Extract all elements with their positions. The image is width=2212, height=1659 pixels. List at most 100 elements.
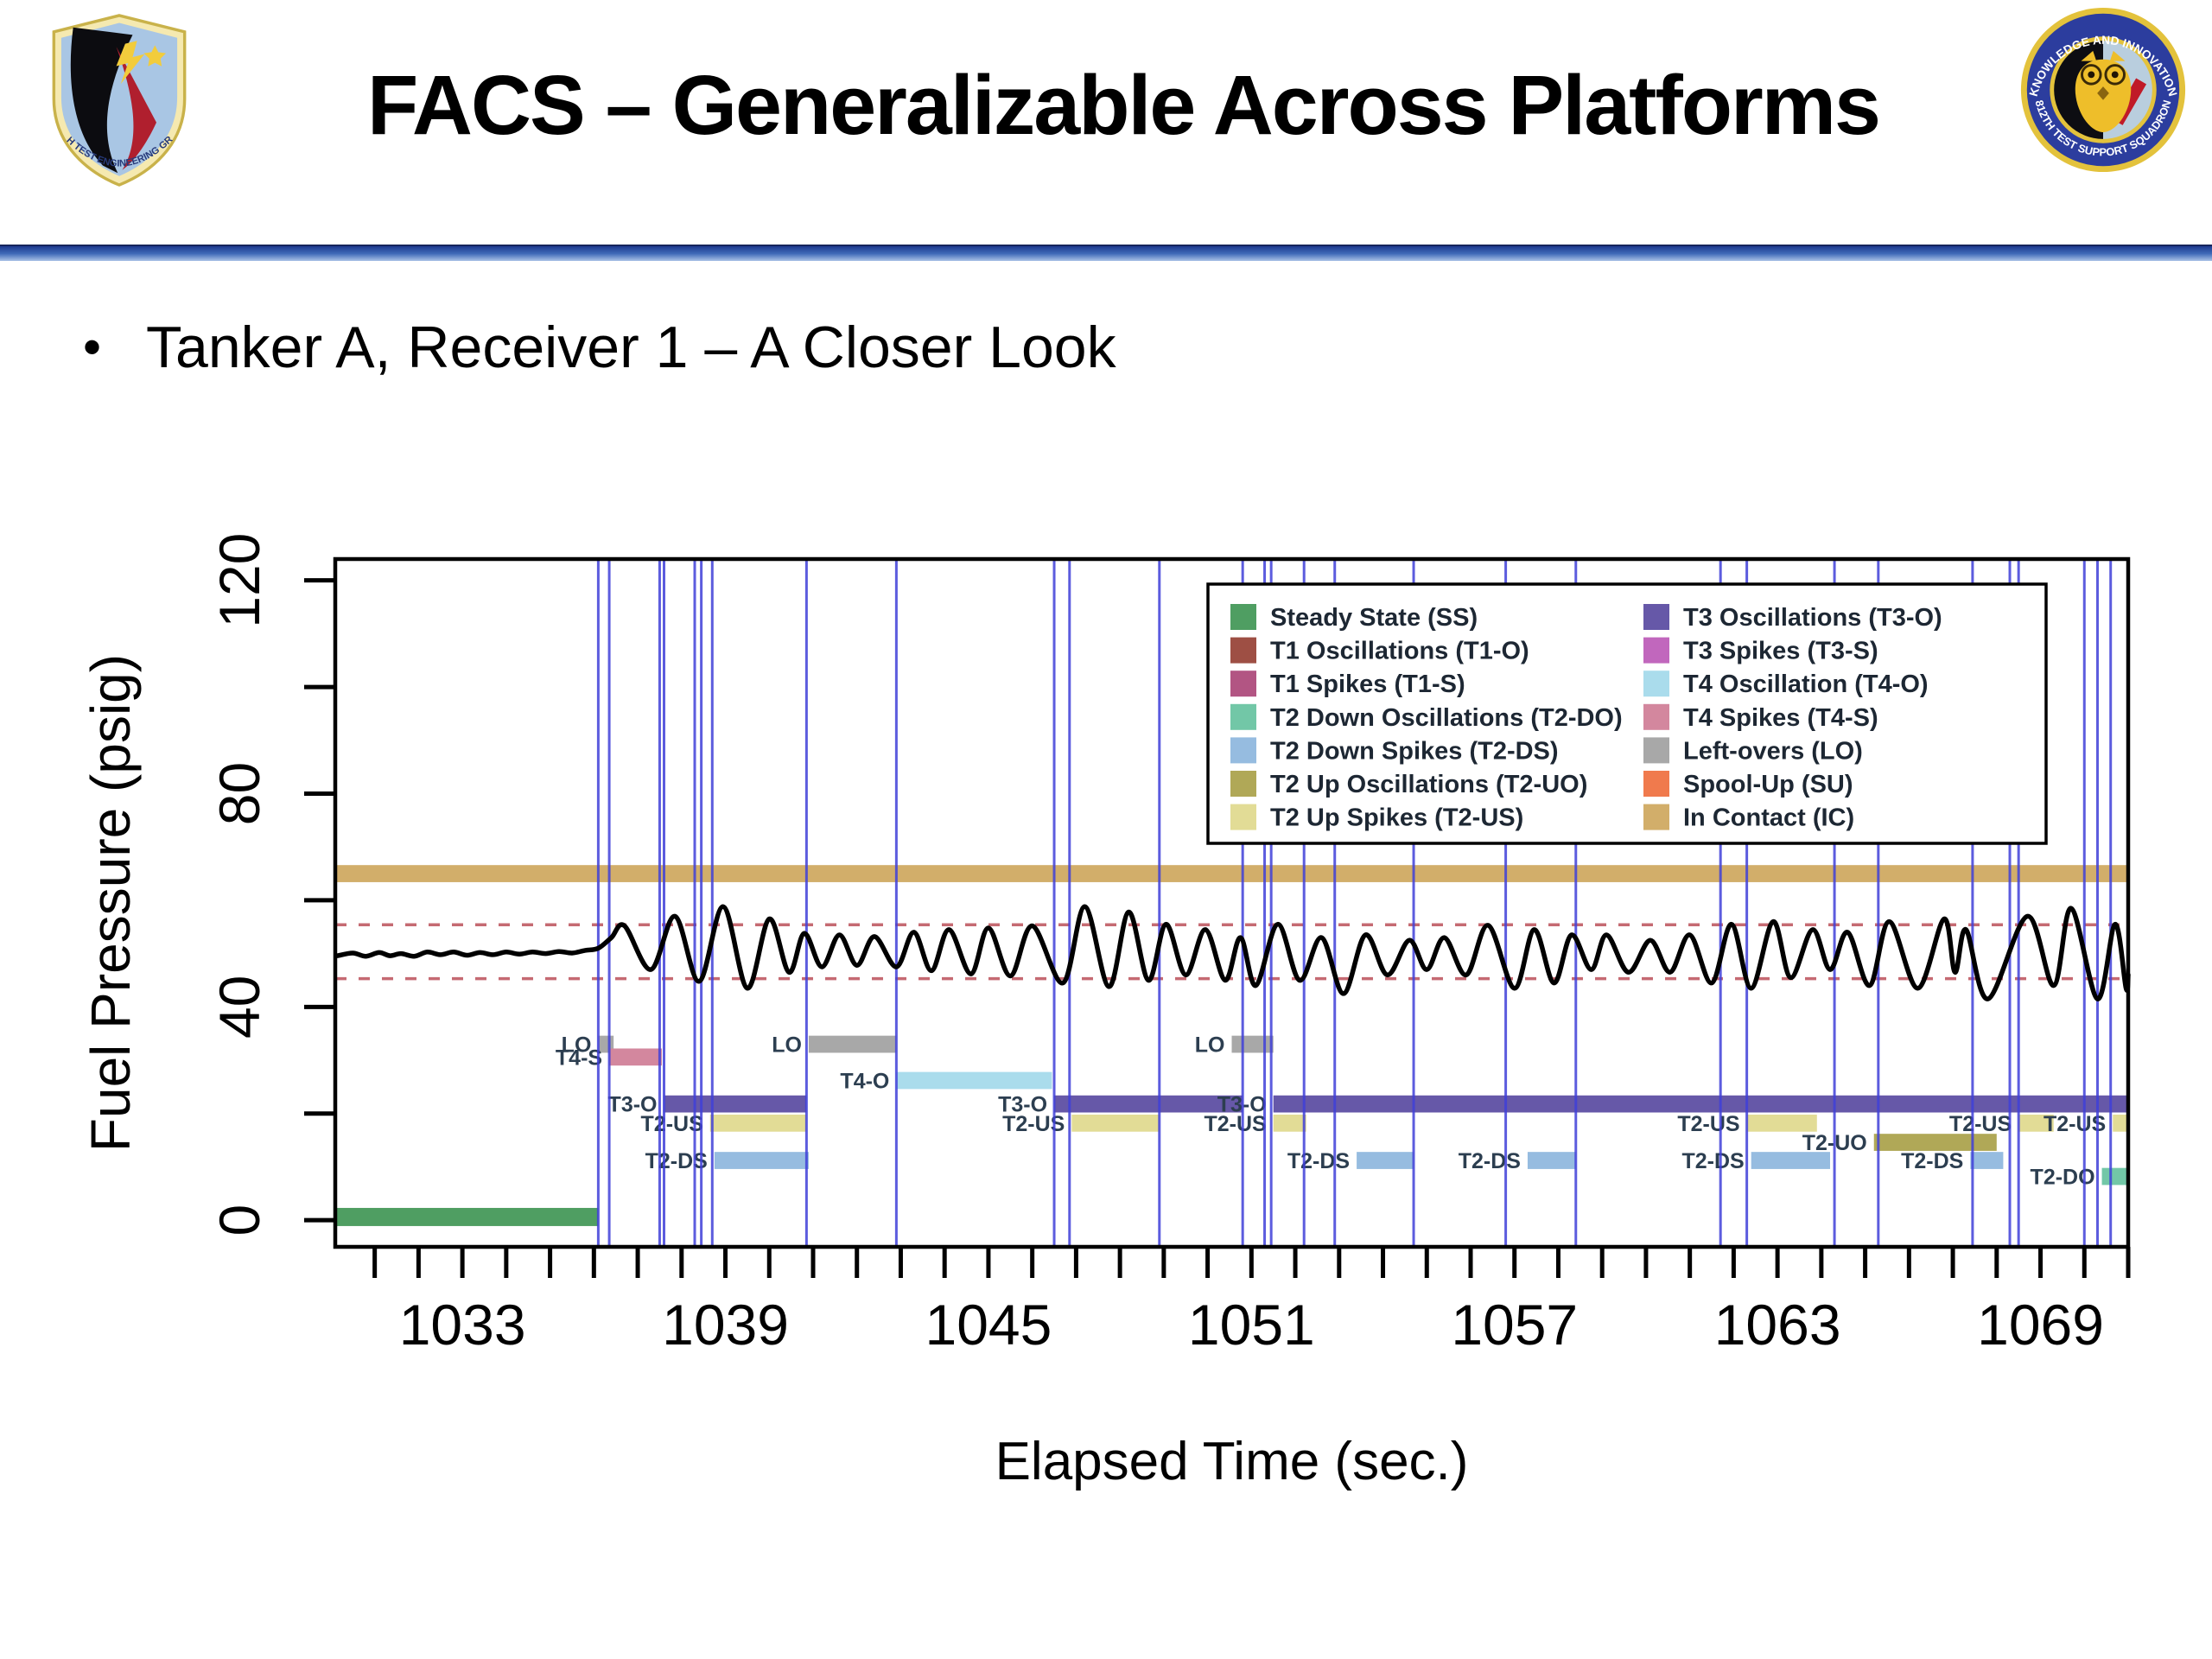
segment-bar-T3-O (1054, 1095, 1243, 1113)
y-axis: 0 40 80 120 Fuel Pressure (psig) (79, 533, 335, 1236)
segment-label: T3-O (608, 1093, 658, 1117)
segment-bar-T2-DS (1357, 1152, 1414, 1169)
bullet-marker: • (83, 318, 102, 376)
in-contact-band (335, 865, 2128, 882)
legend-swatch-IC (1643, 804, 1669, 830)
segment-bar-T2-US (709, 1114, 807, 1132)
legend-label-T4-O: T4 Oscillation (T4-O) (1683, 671, 1929, 698)
plot-frame (333, 556, 2131, 1249)
segment-bar-T4-O (896, 1071, 1052, 1090)
y-tick-label: 120 (207, 533, 271, 628)
segment-label: T2-US (2044, 1112, 2106, 1136)
segment-label: LO (1195, 1033, 1225, 1058)
x-axis: 1033 1039 1045 1051 1057 1063 1069 Elapsed Time… (372, 1247, 2131, 1491)
legend-swatch-T2-DS (1230, 737, 1256, 764)
segment-bar-T2-UO (1873, 1134, 1997, 1151)
segment-label: T2-DS (1459, 1149, 1521, 1173)
segment-label: T3-O (998, 1093, 1047, 1117)
segment-label: LO (562, 1033, 592, 1058)
legend-label-SU: Spool-Up (SU) (1683, 771, 1853, 798)
slide-header: 412TH TEST ENGINEERING GROUP FACS – Gene… (0, 0, 2212, 261)
legend-label-T2-DO: T2 Down Oscillations (T2-DO) (1270, 704, 1623, 732)
legend-swatch-T4-O (1643, 671, 1669, 697)
legend-label-T1-S: T1 Spikes (T1-S) (1270, 671, 1465, 698)
segment-bar-T2-DS (1751, 1152, 1831, 1169)
segment-label: T2-US (1204, 1112, 1266, 1136)
segment-label: T2-DS (645, 1149, 708, 1173)
segment-label: T2-DS (1287, 1149, 1350, 1173)
slide-title: FACS – Generalizable Across Platforms (367, 58, 1881, 152)
segment-label: T2-DS (1681, 1149, 1744, 1173)
x-tick-label: 1057 (1451, 1293, 1578, 1357)
legend-label-LO: Left-overs (LO) (1683, 737, 1863, 765)
legend-swatch-T1-O (1230, 637, 1256, 664)
bullet-row: • Tanker A, Receiver 1 – A Closer Look (83, 308, 1116, 387)
legend-swatch-LO (1643, 737, 1669, 764)
legend-label-T2-US: T2 Up Spikes (T2-US) (1270, 804, 1523, 832)
legend-swatch-T2-UO (1230, 771, 1256, 797)
segment-bar-LO (1231, 1035, 1274, 1053)
star-icon (143, 45, 167, 67)
chart-legend: Steady State (SS) T1 Oscillations (T1-O) T… (1206, 582, 2048, 845)
segment-bar-T2-DS (1527, 1152, 1576, 1169)
segment-bar-T3-O (1273, 1095, 2128, 1113)
x-tick-label: 1051 (1188, 1293, 1315, 1357)
y-axis-title: Fuel Pressure (psig) (79, 654, 142, 1152)
x-axis-title: Elapsed Time (sec.) (995, 1432, 1469, 1491)
bullet-text: Tanker A, Receiver 1 – A Closer Look (146, 315, 1116, 380)
legend-label-T3-O: T3 Oscillations (T3-O) (1683, 604, 1942, 632)
reference-lines (335, 923, 2128, 981)
segment-bar-T2-DS (714, 1152, 809, 1169)
legend-label-T2-UO: T2 Up Oscillations (T2-UO) (1270, 771, 1587, 798)
segment-bar-SS (335, 1207, 599, 1226)
x-tick-label: 1033 (399, 1293, 526, 1357)
legend-swatch-T4-S (1643, 703, 1669, 730)
x-tick-label: 1039 (662, 1293, 789, 1357)
legend-swatch-T1-S (1230, 671, 1256, 697)
x-tick-label: 1045 (925, 1293, 1052, 1357)
segment-bar-T2-US (2018, 1114, 2054, 1132)
segment-label: T2-US (1677, 1112, 1739, 1136)
segment-bar-T3-O (664, 1095, 807, 1113)
legend-label-IC: In Contact (IC) (1683, 804, 1854, 832)
y-tick-label: 40 (207, 976, 271, 1039)
legend-label-T2-DS: T2 Down Spikes (T2-DS) (1270, 737, 1559, 765)
segment-label: T2-US (641, 1112, 703, 1136)
x-tick-label: 1069 (1977, 1293, 2104, 1357)
segment-bar-T2-US (1071, 1114, 1160, 1132)
segment-label: T4-O (840, 1069, 889, 1093)
legend-label-T4-S: T4 Spikes (T4-S) (1683, 704, 1878, 732)
segment-bars: LOT4-ST3-OT2-UST2-DSLOT4-OT3-OT2-USLOT3-… (335, 1033, 2128, 1226)
test-engineering-group-emblem: 412TH TEST ENGINEERING GROUP (45, 9, 187, 187)
falcon-silhouette-icon (70, 27, 133, 174)
segment-label: T2-DS (1901, 1149, 1963, 1173)
segment-label: T2-US (1949, 1112, 2012, 1136)
title-accent-bar (0, 245, 2212, 261)
segment-bar-T2-US (1273, 1114, 1306, 1132)
test-support-squadron-emblem: KNOWLEDGE AND INNOVATION 812TH TEST SUPP… (2020, 7, 2186, 173)
legend-swatch-SU (1643, 771, 1669, 797)
legend-label-T1-O: T1 Oscillations (T1-O) (1270, 638, 1529, 665)
segment-bar-T2-DS (1970, 1152, 2004, 1169)
segment-bar-T2-US (1746, 1114, 1817, 1132)
legend-swatch-SS (1230, 604, 1256, 630)
y-tick-label: 80 (207, 762, 271, 825)
y-tick-label: 0 (207, 1205, 271, 1236)
legend-swatch-T2-US (1230, 804, 1256, 830)
legend-swatch-T2-DO (1230, 703, 1256, 730)
owl-icon (2075, 50, 2132, 132)
legend-label-T3-S: T3 Spikes (T3-S) (1683, 638, 1878, 665)
legend-swatch-T3-S (1643, 637, 1669, 664)
legend-box (1206, 582, 2048, 845)
segment-bar-T2-DO (2101, 1167, 2128, 1185)
pressure-trace (334, 904, 2131, 1001)
segment-label: LO (772, 1033, 802, 1058)
legend-label-SS: Steady State (SS) (1270, 604, 1478, 632)
segment-bar-T2-US (2113, 1114, 2128, 1132)
legend-swatch-T3-O (1643, 604, 1669, 630)
segment-bar-LO (808, 1035, 897, 1053)
segment-bar-T4-S (609, 1048, 662, 1066)
lightning-bolt-icon (116, 41, 145, 85)
red-swoosh-icon (116, 47, 156, 170)
